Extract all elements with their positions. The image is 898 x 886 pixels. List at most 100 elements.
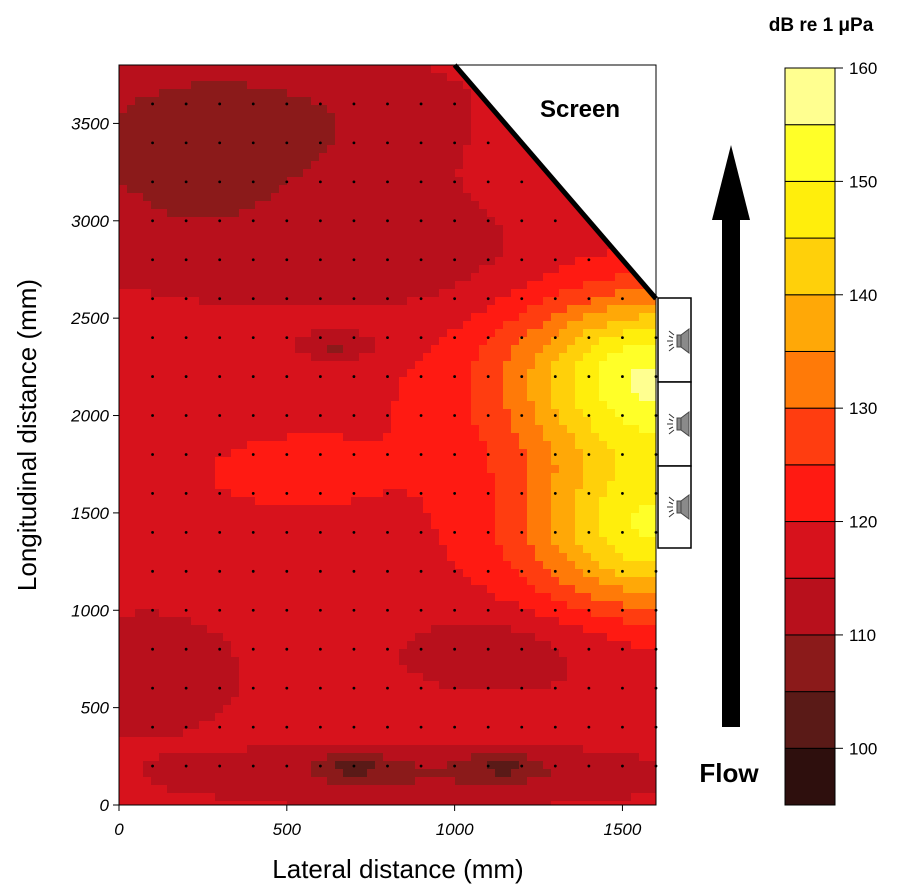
- heatmap-cell: [303, 697, 312, 706]
- heatmap-cell: [319, 281, 328, 290]
- heatmap-cell: [223, 289, 232, 298]
- heatmap-cell: [487, 369, 496, 378]
- heatmap-cell: [487, 553, 496, 562]
- heatmap-cell: [279, 545, 288, 554]
- heatmap-cell: [311, 617, 320, 626]
- heatmap-cell: [159, 361, 168, 370]
- heatmap-cell: [255, 337, 264, 346]
- heatmap-cell: [199, 89, 208, 98]
- heatmap-cell: [527, 561, 536, 570]
- heatmap-cell: [151, 513, 160, 522]
- heatmap-cell: [327, 745, 336, 754]
- heatmap-cell: [199, 777, 208, 786]
- heatmap-cell: [399, 265, 408, 274]
- heatmap-cell: [207, 617, 216, 626]
- heatmap-cell: [311, 665, 320, 674]
- heatmap-cell: [223, 553, 232, 562]
- heatmap-cell: [295, 161, 304, 170]
- heatmap-cell: [343, 177, 352, 186]
- heatmap-cell: [159, 73, 168, 82]
- heatmap-cell: [335, 673, 344, 682]
- heatmap-cell: [191, 209, 200, 218]
- heatmap-cell: [247, 729, 256, 738]
- heatmap-cell: [143, 577, 152, 586]
- heatmap-cell: [167, 241, 176, 250]
- heatmap-cell: [511, 329, 520, 338]
- heatmap-cell: [191, 345, 200, 354]
- heatmap-cell: [487, 113, 496, 122]
- heatmap-cell: [527, 425, 536, 434]
- heatmap-cell: [447, 185, 456, 194]
- heatmap-cell: [527, 529, 536, 538]
- heatmap-cell: [247, 737, 256, 746]
- heatmap-cell: [343, 273, 352, 282]
- heatmap-cell: [239, 633, 248, 642]
- heatmap-cell: [255, 617, 264, 626]
- heatmap-cell: [519, 473, 528, 482]
- heatmap-cell: [375, 489, 384, 498]
- heatmap-cell: [215, 681, 224, 690]
- heatmap-cell: [279, 529, 288, 538]
- heatmap-cell: [263, 641, 272, 650]
- heatmap-cell: [159, 137, 168, 146]
- heatmap-cell: [135, 385, 144, 394]
- heatmap-cell: [303, 281, 312, 290]
- heatmap-cell: [183, 617, 192, 626]
- heatmap-cell: [295, 529, 304, 538]
- heatmap-cell: [495, 249, 504, 258]
- heatmap-cell: [247, 641, 256, 650]
- heatmap-cell: [175, 185, 184, 194]
- heatmap-cell: [343, 425, 352, 434]
- heatmap-cell: [431, 313, 440, 322]
- heatmap-cell: [175, 129, 184, 138]
- heatmap-cell: [359, 553, 368, 562]
- heatmap-cell: [511, 465, 520, 474]
- heatmap-cell: [223, 601, 232, 610]
- heatmap-cell: [479, 681, 488, 690]
- heatmap-cell: [247, 265, 256, 274]
- heatmap-cell: [119, 121, 128, 130]
- heatmap-cell: [511, 145, 520, 154]
- heatmap-cell: [495, 305, 504, 314]
- heatmap-cell: [287, 697, 296, 706]
- heatmap-cell: [471, 305, 480, 314]
- heatmap-cell: [135, 793, 144, 802]
- heatmap-cell: [151, 617, 160, 626]
- heatmap-cell: [399, 633, 408, 642]
- heatmap-cell: [519, 193, 528, 202]
- heatmap-cell: [271, 177, 280, 186]
- heatmap-cell: [367, 545, 376, 554]
- heatmap-cell: [383, 353, 392, 362]
- heatmap-cell: [199, 177, 208, 186]
- heatmap-cell: [231, 425, 240, 434]
- heatmap-cell: [439, 777, 448, 786]
- heatmap-cell: [231, 649, 240, 658]
- heatmap-cell: [119, 681, 128, 690]
- heatmap-cell: [503, 345, 512, 354]
- heatmap-cell: [215, 513, 224, 522]
- heatmap-cell: [455, 633, 464, 642]
- heatmap-cell: [511, 193, 520, 202]
- heatmap-cell: [359, 377, 368, 386]
- heatmap-cell: [263, 553, 272, 562]
- heatmap-cell: [495, 729, 504, 738]
- heatmap-cell: [543, 297, 552, 306]
- heatmap-cell: [127, 97, 136, 106]
- heatmap-cell: [335, 153, 344, 162]
- heatmap-cell: [415, 601, 424, 610]
- heatmap-cell: [127, 649, 136, 658]
- heatmap-cell: [455, 313, 464, 322]
- heatmap-cell: [479, 497, 488, 506]
- heatmap-cell: [487, 769, 496, 778]
- heatmap-cell: [423, 153, 432, 162]
- heatmap-cell: [135, 393, 144, 402]
- heatmap-cell: [327, 153, 336, 162]
- heatmap-cell: [367, 745, 376, 754]
- heatmap-cell: [327, 489, 336, 498]
- heatmap-cell: [143, 457, 152, 466]
- heatmap-cell: [199, 489, 208, 498]
- heatmap-cell: [167, 361, 176, 370]
- heatmap-cell: [535, 577, 544, 586]
- heatmap-cell: [119, 185, 128, 194]
- heatmap-cell: [487, 761, 496, 770]
